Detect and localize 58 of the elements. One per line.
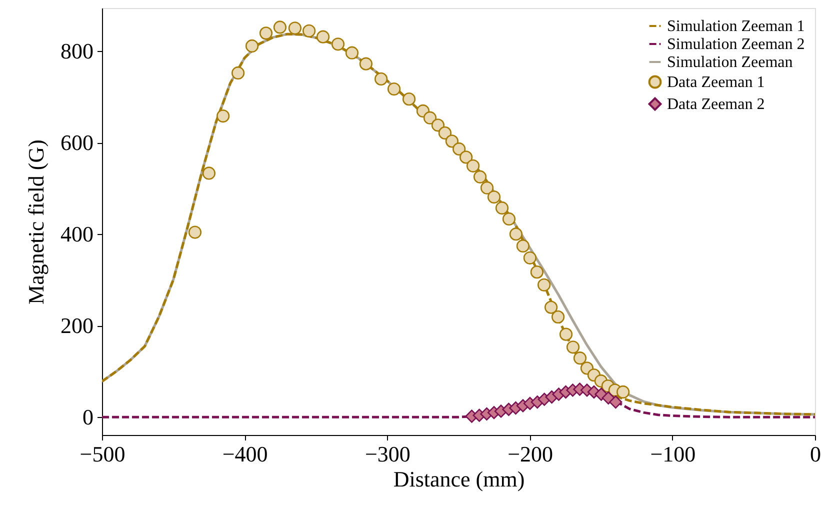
x-tick-label: −200	[508, 442, 554, 466]
x-tick-label: 0	[810, 442, 821, 466]
point	[374, 72, 388, 86]
point	[480, 181, 494, 194]
point	[523, 251, 537, 264]
point	[316, 30, 330, 44]
point	[445, 134, 459, 148]
legend-label: Simulation Zeeman 2	[667, 36, 805, 53]
point	[452, 142, 466, 156]
legend-label: Simulation Zeeman	[667, 54, 793, 71]
point	[544, 300, 558, 314]
y-axis-title: Magnetic field (G)	[24, 140, 48, 304]
point	[473, 170, 487, 184]
y-tick-label: 600	[60, 130, 94, 156]
y-tick-label: 800	[60, 38, 94, 64]
point	[431, 118, 445, 132]
point	[438, 126, 452, 140]
point	[387, 82, 401, 96]
x-tick-label: −100	[650, 442, 696, 466]
point	[495, 201, 509, 215]
point	[345, 46, 359, 60]
point	[466, 159, 480, 172]
point	[516, 239, 530, 253]
point	[609, 395, 622, 409]
point	[202, 166, 216, 180]
x-tick-label: −400	[222, 442, 268, 466]
point	[616, 385, 630, 399]
point	[566, 340, 580, 354]
x-axis-title: Distance (mm)	[393, 466, 525, 492]
legend-label: Data Zeeman 1	[667, 74, 765, 91]
point	[559, 328, 573, 341]
point	[551, 310, 565, 324]
point	[216, 109, 230, 123]
point	[331, 38, 345, 51]
point	[231, 66, 245, 80]
point	[402, 92, 416, 106]
point	[359, 57, 373, 70]
point	[509, 228, 523, 241]
point	[188, 226, 202, 239]
point	[487, 190, 501, 204]
point	[259, 26, 273, 40]
x-tick-label: −500	[80, 442, 126, 466]
point	[273, 20, 287, 34]
legend-label: Simulation Zeeman 1	[667, 18, 805, 35]
point	[288, 22, 302, 35]
point	[537, 278, 551, 292]
point	[573, 352, 587, 365]
y-tick-label: 400	[60, 222, 94, 247]
point	[459, 150, 473, 164]
point	[245, 39, 259, 53]
point	[530, 266, 544, 279]
x-tick-label: −300	[364, 442, 410, 466]
point	[423, 111, 437, 124]
y-tick-label: 200	[60, 313, 94, 338]
legend-label: Data Zeeman 2	[667, 96, 765, 113]
point	[502, 212, 516, 226]
point	[302, 24, 316, 38]
y-tick-label: 0	[82, 404, 94, 430]
